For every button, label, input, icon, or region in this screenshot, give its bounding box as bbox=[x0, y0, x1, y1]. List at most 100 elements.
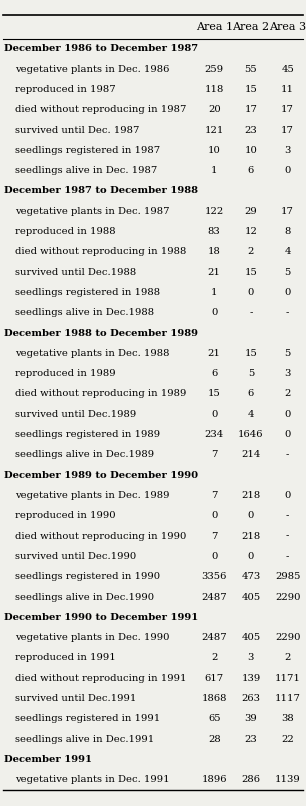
Text: -: - bbox=[286, 308, 289, 318]
Text: 15: 15 bbox=[244, 349, 257, 358]
Text: 1: 1 bbox=[211, 288, 218, 297]
Text: 83: 83 bbox=[208, 227, 221, 236]
Text: survived until Dec.1988: survived until Dec.1988 bbox=[15, 268, 136, 276]
Text: 0: 0 bbox=[285, 409, 291, 419]
Text: vegetative plants in Dec. 1990: vegetative plants in Dec. 1990 bbox=[15, 633, 169, 642]
Text: 286: 286 bbox=[241, 775, 260, 784]
Text: 39: 39 bbox=[244, 714, 257, 723]
Text: 0: 0 bbox=[248, 552, 254, 561]
Text: 10: 10 bbox=[208, 146, 221, 155]
Text: 259: 259 bbox=[205, 64, 224, 73]
Text: 15: 15 bbox=[244, 268, 257, 276]
Text: 0: 0 bbox=[285, 288, 291, 297]
Text: 45: 45 bbox=[281, 64, 294, 73]
Text: seedlings registered in 1990: seedlings registered in 1990 bbox=[15, 572, 160, 581]
Text: died without reproducing in 1991: died without reproducing in 1991 bbox=[15, 674, 186, 683]
Text: 21: 21 bbox=[208, 349, 221, 358]
Text: 0: 0 bbox=[211, 552, 217, 561]
Text: seedlings alive in Dec. 1987: seedlings alive in Dec. 1987 bbox=[15, 166, 157, 175]
Text: survived until Dec.1991: survived until Dec.1991 bbox=[15, 694, 136, 703]
Text: vegetative plants in Dec. 1989: vegetative plants in Dec. 1989 bbox=[15, 491, 169, 500]
Text: 1646: 1646 bbox=[238, 430, 264, 439]
Text: 3356: 3356 bbox=[202, 572, 227, 581]
Text: -: - bbox=[249, 308, 253, 318]
Text: seedlings alive in Dec.1989: seedlings alive in Dec.1989 bbox=[15, 451, 154, 459]
Text: December 1986 to December 1987: December 1986 to December 1987 bbox=[4, 44, 198, 53]
Text: 2: 2 bbox=[285, 389, 291, 398]
Text: seedlings registered in 1987: seedlings registered in 1987 bbox=[15, 146, 160, 155]
Text: seedlings alive in Dec.1990: seedlings alive in Dec.1990 bbox=[15, 592, 154, 601]
Text: 234: 234 bbox=[205, 430, 224, 439]
Text: 0: 0 bbox=[248, 511, 254, 521]
Text: 617: 617 bbox=[205, 674, 224, 683]
Text: survived until Dec.1989: survived until Dec.1989 bbox=[15, 409, 136, 419]
Text: 21: 21 bbox=[208, 268, 221, 276]
Text: vegetative plants in Dec. 1988: vegetative plants in Dec. 1988 bbox=[15, 349, 169, 358]
Text: seedlings registered in 1991: seedlings registered in 1991 bbox=[15, 714, 160, 723]
Text: reproduced in 1990: reproduced in 1990 bbox=[15, 511, 115, 521]
Text: 0: 0 bbox=[285, 166, 291, 175]
Text: reproduced in 1988: reproduced in 1988 bbox=[15, 227, 115, 236]
Text: 55: 55 bbox=[244, 64, 257, 73]
Text: 28: 28 bbox=[208, 734, 221, 744]
Text: 23: 23 bbox=[244, 126, 257, 135]
Text: seedlings registered in 1988: seedlings registered in 1988 bbox=[15, 288, 160, 297]
Text: 473: 473 bbox=[241, 572, 260, 581]
Text: 23: 23 bbox=[244, 734, 257, 744]
Text: 0: 0 bbox=[285, 430, 291, 439]
Text: 214: 214 bbox=[241, 451, 261, 459]
Text: 7: 7 bbox=[211, 451, 217, 459]
Text: 15: 15 bbox=[208, 389, 221, 398]
Text: 29: 29 bbox=[244, 207, 257, 216]
Text: 263: 263 bbox=[241, 694, 260, 703]
Text: 139: 139 bbox=[241, 674, 260, 683]
Text: died without reproducing in 1990: died without reproducing in 1990 bbox=[15, 532, 186, 541]
Text: survived until Dec.1990: survived until Dec.1990 bbox=[15, 552, 136, 561]
Text: 65: 65 bbox=[208, 714, 221, 723]
Text: 6: 6 bbox=[248, 389, 254, 398]
Text: 22: 22 bbox=[281, 734, 294, 744]
Text: 38: 38 bbox=[281, 714, 294, 723]
Text: 17: 17 bbox=[244, 106, 257, 114]
Text: 0: 0 bbox=[211, 511, 217, 521]
Text: -: - bbox=[286, 511, 289, 521]
Text: 6: 6 bbox=[211, 369, 217, 378]
Text: -: - bbox=[286, 532, 289, 541]
Text: 3: 3 bbox=[285, 369, 291, 378]
Text: 7: 7 bbox=[211, 532, 217, 541]
Text: 2: 2 bbox=[211, 654, 217, 663]
Text: 118: 118 bbox=[204, 85, 224, 94]
Text: 17: 17 bbox=[281, 106, 294, 114]
Text: 405: 405 bbox=[241, 592, 260, 601]
Text: 17: 17 bbox=[281, 126, 294, 135]
Text: seedlings registered in 1989: seedlings registered in 1989 bbox=[15, 430, 160, 439]
Text: reproduced in 1987: reproduced in 1987 bbox=[15, 85, 115, 94]
Text: 15: 15 bbox=[244, 85, 257, 94]
Text: reproduced in 1991: reproduced in 1991 bbox=[15, 654, 115, 663]
Text: vegetative plants in Dec. 1991: vegetative plants in Dec. 1991 bbox=[15, 775, 169, 784]
Text: 12: 12 bbox=[244, 227, 257, 236]
Text: 2290: 2290 bbox=[275, 633, 300, 642]
Text: 122: 122 bbox=[205, 207, 224, 216]
Text: 121: 121 bbox=[204, 126, 224, 135]
Text: Area 3: Area 3 bbox=[269, 22, 306, 31]
Text: December 1987 to December 1988: December 1987 to December 1988 bbox=[4, 186, 198, 196]
Text: vegetative plants in Dec. 1986: vegetative plants in Dec. 1986 bbox=[15, 64, 169, 73]
Text: 10: 10 bbox=[244, 146, 257, 155]
Text: 0: 0 bbox=[285, 491, 291, 500]
Text: 5: 5 bbox=[248, 369, 254, 378]
Text: -: - bbox=[286, 451, 289, 459]
Text: 20: 20 bbox=[208, 106, 221, 114]
Text: 2290: 2290 bbox=[275, 592, 300, 601]
Text: Area 1: Area 1 bbox=[196, 22, 233, 31]
Text: 2: 2 bbox=[285, 654, 291, 663]
Text: 218: 218 bbox=[241, 491, 260, 500]
Text: 405: 405 bbox=[241, 633, 260, 642]
Text: 4: 4 bbox=[248, 409, 254, 419]
Text: 1171: 1171 bbox=[275, 674, 300, 683]
Text: reproduced in 1989: reproduced in 1989 bbox=[15, 369, 115, 378]
Text: seedlings alive in Dec.1988: seedlings alive in Dec.1988 bbox=[15, 308, 154, 318]
Text: Area 2: Area 2 bbox=[232, 22, 270, 31]
Text: 5: 5 bbox=[285, 268, 291, 276]
Text: December 1989 to December 1990: December 1989 to December 1990 bbox=[4, 471, 198, 480]
